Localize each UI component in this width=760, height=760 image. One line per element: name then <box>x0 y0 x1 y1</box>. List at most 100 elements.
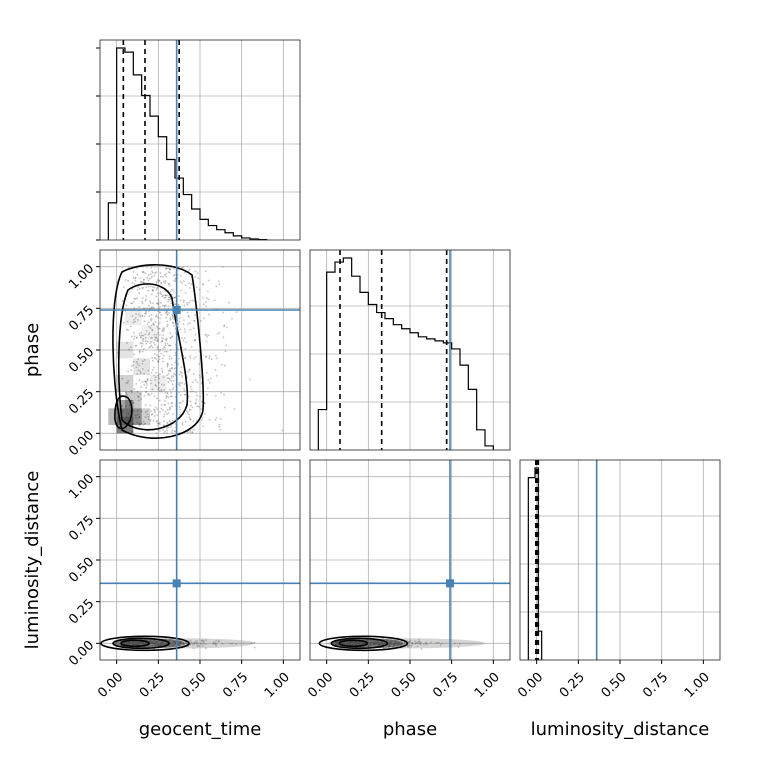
sample-point <box>136 297 139 300</box>
sample-point <box>192 420 195 423</box>
sample-point <box>436 641 439 644</box>
sample-point <box>137 358 140 360</box>
panel-phase-vs-luminosity_distance <box>309 459 511 661</box>
sample-point <box>145 382 148 385</box>
sample-point <box>219 417 222 420</box>
x-tick-label: 0.75 <box>430 670 461 701</box>
sample-point <box>215 642 218 645</box>
sample-point <box>193 339 196 341</box>
sample-point <box>153 408 155 411</box>
sample-point <box>138 287 141 290</box>
sample-point <box>198 644 200 647</box>
contour-inner <box>120 639 150 648</box>
histogram-phase <box>317 257 494 450</box>
sample-point <box>156 326 159 328</box>
sample-point <box>181 400 184 403</box>
sample-point <box>190 346 193 348</box>
sample-point <box>139 372 142 375</box>
sample-point <box>231 642 234 645</box>
panel-geocent_time-vs-luminosity_distance <box>99 459 301 661</box>
panel-geocent_time-vs-phase <box>99 249 301 451</box>
sample-point <box>135 361 138 363</box>
sample-point <box>185 341 187 344</box>
sample-point <box>141 367 144 370</box>
sample-point <box>403 641 406 644</box>
sample-point <box>171 335 173 338</box>
sample-point <box>214 642 217 645</box>
sample-point <box>183 393 186 396</box>
sample-point <box>169 389 171 391</box>
sample-point <box>179 280 182 283</box>
sample-point <box>188 282 191 285</box>
xlabel-geocent_time: geocent_time <box>139 719 262 740</box>
panel-frame <box>99 39 301 241</box>
sample-point <box>166 310 168 313</box>
sample-point <box>151 412 154 415</box>
sample-point <box>156 292 159 294</box>
sample-point <box>141 350 144 353</box>
sample-point <box>222 336 225 339</box>
sample-point <box>141 339 144 342</box>
sample-point <box>184 357 187 360</box>
sample-point <box>174 296 177 299</box>
sample-point <box>157 279 159 281</box>
sample-point <box>158 422 161 424</box>
sample-point <box>169 370 172 373</box>
sample-point <box>168 283 171 285</box>
histogram-luminosity_distance <box>527 467 543 660</box>
sample-point <box>135 336 138 339</box>
sample-point <box>136 409 139 412</box>
panel-geocent_time-hist <box>96 39 301 241</box>
panel-phase-hist <box>309 249 511 451</box>
x-tick-label: 1.00 <box>262 670 293 701</box>
sample-point <box>189 322 191 325</box>
x-tick-label: 1.00 <box>682 670 713 701</box>
sample-point <box>202 425 205 428</box>
sample-point <box>159 292 162 295</box>
sample-point <box>147 416 150 418</box>
sample-point <box>141 302 144 305</box>
sample-point <box>208 381 211 384</box>
sample-point <box>190 404 192 407</box>
sample-point <box>148 315 151 317</box>
sample-point <box>195 641 198 644</box>
sample-point <box>155 371 157 374</box>
sample-point <box>440 642 443 645</box>
sample-point <box>403 643 406 646</box>
sample-point <box>122 286 125 289</box>
sample-point <box>130 302 133 305</box>
sample-point <box>154 337 157 339</box>
sample-point <box>126 320 129 323</box>
sample-point <box>192 319 195 322</box>
sample-point <box>191 381 194 384</box>
sample-point <box>160 340 163 343</box>
sample-point <box>204 270 207 273</box>
sample-point <box>150 324 153 327</box>
sample-point <box>172 324 175 327</box>
sample-point <box>199 376 202 379</box>
sample-point <box>177 323 179 326</box>
sample-point <box>171 315 174 317</box>
sample-point <box>153 411 156 414</box>
sample-point <box>140 331 143 334</box>
sample-point <box>172 322 175 325</box>
sample-point <box>144 312 147 315</box>
sample-point <box>411 642 414 644</box>
sample-point <box>215 417 218 419</box>
sample-point <box>177 363 180 366</box>
sample-point <box>195 286 198 289</box>
sample-point <box>184 284 187 287</box>
sample-point <box>167 412 170 414</box>
sample-point <box>133 331 135 334</box>
sample-point <box>146 265 148 268</box>
sample-point <box>215 374 218 377</box>
sample-point <box>140 410 143 413</box>
sample-point <box>171 431 173 434</box>
sample-point <box>166 432 168 435</box>
sample-point <box>159 282 162 285</box>
sample-point <box>179 317 182 320</box>
sample-point <box>187 371 189 373</box>
sample-point <box>157 310 159 313</box>
sample-point <box>201 296 204 299</box>
sample-point <box>164 399 166 402</box>
